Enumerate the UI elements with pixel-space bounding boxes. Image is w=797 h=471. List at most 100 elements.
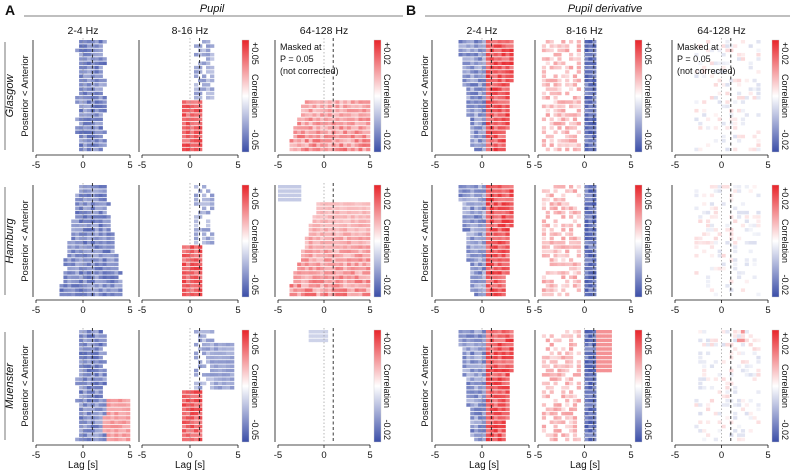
heatmap-cell xyxy=(308,130,313,134)
heatmap-cell xyxy=(214,386,219,390)
heatmap-cell xyxy=(358,236,363,241)
heatmap-cell xyxy=(79,275,84,279)
heatmap-cell xyxy=(327,228,332,232)
heatmap-cell xyxy=(198,347,203,351)
heatmap-cell xyxy=(198,117,203,122)
heatmap-cell xyxy=(347,262,352,267)
heatmap-cell xyxy=(320,338,325,343)
heatmap-cell xyxy=(83,342,88,347)
heatmap-cell xyxy=(553,44,558,48)
heatmap-cell xyxy=(90,334,96,338)
heatmap-cell xyxy=(489,275,495,279)
heatmap-cell xyxy=(94,249,99,254)
heatmap-cell xyxy=(71,284,76,288)
heatmap-cell xyxy=(497,52,502,57)
heatmap-cell xyxy=(497,373,502,377)
heatmap-cell xyxy=(466,197,471,202)
heatmap-cell xyxy=(190,126,195,130)
heatmap-cell xyxy=(576,193,581,198)
heatmap-cell xyxy=(297,284,302,288)
heatmap-cell xyxy=(304,284,309,288)
heatmap-cell xyxy=(576,61,581,66)
heatmap-cell xyxy=(470,338,475,343)
heatmap-cell xyxy=(320,100,325,104)
heatmap-cell xyxy=(98,429,103,433)
heatmap-cell xyxy=(110,420,115,424)
heatmap-cell xyxy=(493,108,498,113)
x-tick-label: 0 xyxy=(479,305,484,316)
heatmap-cell xyxy=(206,52,211,57)
heatmap-cell xyxy=(462,355,467,360)
heatmap-cell xyxy=(339,219,344,223)
heatmap-cell xyxy=(79,279,84,284)
heatmap-cell xyxy=(190,134,195,139)
heatmap-cell xyxy=(63,258,68,262)
heatmap-cell xyxy=(592,407,597,412)
heatmap-cell xyxy=(83,377,88,381)
heatmap-cell xyxy=(202,52,207,57)
heatmap-cell xyxy=(347,266,352,271)
heatmap-cell xyxy=(186,126,191,130)
heatmap-cell xyxy=(90,420,96,424)
colorbar-max-label: +0.02 xyxy=(382,332,392,355)
heatmap-cell xyxy=(584,386,589,390)
heatmap-cell xyxy=(584,91,589,96)
heatmap-cell xyxy=(79,189,84,193)
heatmap-cell xyxy=(482,279,487,284)
heatmap-cell xyxy=(569,228,574,232)
heatmap-cell xyxy=(744,219,749,223)
heatmap-cell xyxy=(106,275,111,279)
heatmap-cell xyxy=(301,108,306,113)
heatmap-cell xyxy=(584,96,589,100)
heatmap-cell xyxy=(545,108,550,113)
colorbar xyxy=(373,39,382,153)
heatmap-cell xyxy=(553,74,558,78)
heatmap-cell xyxy=(485,403,491,407)
heatmap-cell xyxy=(706,241,711,245)
heatmap-cell xyxy=(489,117,495,122)
heatmap-cell xyxy=(94,245,99,249)
heatmap-cell xyxy=(565,202,570,206)
heatmap-cell xyxy=(592,143,597,147)
heatmap-cell xyxy=(90,206,96,211)
heatmap-cell xyxy=(466,52,471,57)
heatmap-cell xyxy=(98,386,103,390)
heatmap-cell xyxy=(561,223,566,228)
heatmap-cell xyxy=(497,134,502,139)
heatmap-cell xyxy=(98,377,103,381)
x-tick-label: -5 xyxy=(534,160,542,171)
heatmap-cell xyxy=(592,91,597,96)
heatmap-cell xyxy=(565,351,570,356)
heatmap-cell xyxy=(362,241,367,245)
heatmap-cell xyxy=(729,420,734,424)
heatmap-cell xyxy=(106,241,111,245)
heatmap-cell xyxy=(478,108,483,113)
heatmap-cell xyxy=(226,368,231,373)
heatmap-cell xyxy=(572,57,578,61)
heatmap-cell xyxy=(713,241,718,245)
heatmap-cell xyxy=(347,121,352,126)
heatmap-cell xyxy=(83,249,88,254)
heatmap-cell xyxy=(561,61,566,66)
heatmap-cell xyxy=(588,284,593,288)
heatmap-cell xyxy=(343,258,348,262)
heatmap-cell xyxy=(588,433,593,437)
heatmap-cell xyxy=(474,433,479,437)
heatmap-cell xyxy=(592,108,597,113)
heatmap-cell xyxy=(335,284,340,288)
heatmap-cell xyxy=(553,241,558,245)
heatmap-cell xyxy=(312,258,317,262)
heatmap-cell xyxy=(339,104,344,109)
heatmap-cell xyxy=(466,377,471,381)
heatmap-cell xyxy=(588,44,593,48)
heatmap-cell xyxy=(478,381,483,386)
x-tick-label: 5 xyxy=(628,450,633,461)
heatmap-cell xyxy=(733,100,738,104)
heatmap-cell xyxy=(94,381,99,386)
heatmap-cell xyxy=(576,108,581,113)
heatmap-cell xyxy=(596,338,601,343)
heatmap-cell xyxy=(194,437,199,442)
heatmap-cell xyxy=(501,271,506,275)
heatmap-cell xyxy=(358,139,363,143)
x-axis-label: Lag [s] xyxy=(175,460,205,471)
